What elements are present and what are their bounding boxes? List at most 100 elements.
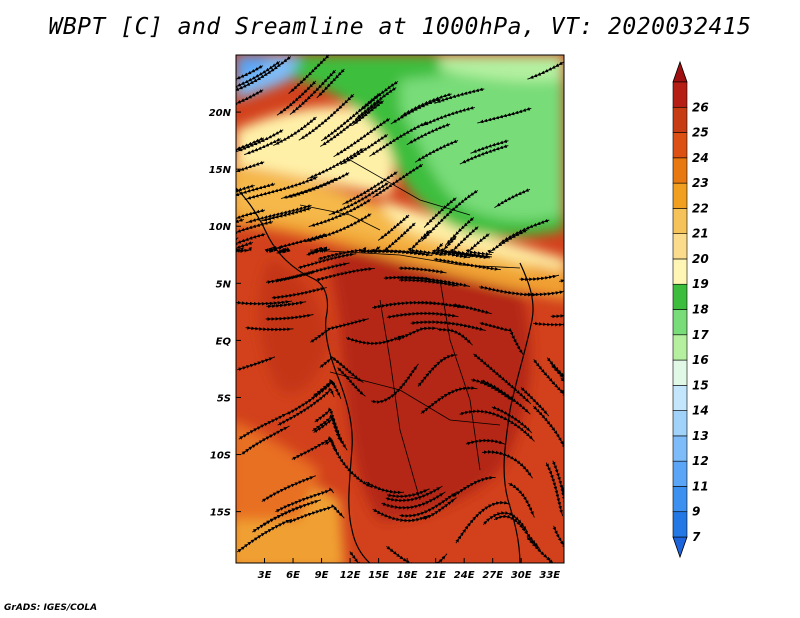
streamline [371,363,419,404]
colorbar-swatch [672,309,688,336]
streamline [398,266,447,274]
streamline [422,497,457,521]
colorbar-label: 25 [692,126,709,140]
streamline [559,266,564,283]
colorbar-swatch [672,435,688,462]
lon-tick-label: 21E [425,570,446,581]
lon-tick-label: 30E [511,570,532,581]
streamline [309,247,324,255]
colorbar-swatch [672,81,688,108]
streamline [560,485,564,547]
colorbar-label: 11 [692,479,709,493]
streamline [236,89,264,108]
footer-credit: GrADS: IGES/COLA [4,603,98,613]
colorbar-swatch [672,132,688,159]
streamline [527,61,564,80]
streamline [237,356,276,371]
colorbar-label: 12 [692,454,709,468]
streamline [265,270,317,284]
streamline [236,182,276,201]
lat-tick-label: 15N [209,165,232,176]
lon-tick-label: 24E [454,570,475,581]
colorbar-swatch [672,258,688,285]
streamline [508,482,535,518]
chart-title: WBPT [C] and Sreamline at 1000hPa, VT: 2… [48,14,752,40]
colorbar-label: 18 [692,303,709,317]
colorbar-label: 16 [692,353,709,367]
colorbar-swatch [672,511,688,538]
streamline [386,311,459,319]
streamline [414,139,459,163]
streamline [459,144,509,165]
colorbar-swatch [672,385,688,411]
streamline [440,236,491,260]
colorbar-label: 14 [692,404,709,418]
streamline [260,206,312,222]
streamline [236,129,284,153]
streamline [377,214,410,241]
colorbar-swatch [672,182,688,209]
colorbar-swatch [672,486,688,513]
streamline [417,353,458,387]
streamline [444,217,475,246]
lat-tick-label: 5N [216,279,232,290]
streamline [550,310,564,319]
streamline [288,55,330,94]
streamline [264,245,283,253]
streamline [271,287,327,300]
streamline [275,487,335,513]
colorbar-swatch [672,106,688,133]
streamline [236,232,266,247]
colorbar-label: 13 [692,429,709,443]
streamline [340,133,389,166]
streamline [421,106,475,127]
lon-tick-label: 27E [482,570,503,581]
colorbar-swatch [672,208,688,234]
streamline [236,220,274,234]
colorbar-label: 22 [692,201,709,215]
lon-tick-label: 33E [539,570,560,581]
streamline [560,389,564,422]
streamline [399,278,459,287]
colorbar-label: 17 [692,328,709,342]
streamline [265,313,314,321]
streamline [236,160,265,177]
colorbar-label: 20 [692,252,709,266]
streamline [479,321,525,356]
streamline [381,491,446,510]
streamline [410,320,486,332]
streamline [420,386,478,414]
streamline [236,208,266,228]
streamline [316,68,345,99]
streamline [407,229,446,257]
streamline [520,387,550,417]
colorbar-swatch [672,359,688,386]
streamline [532,405,564,464]
streamline [365,481,405,495]
colorbar-min-arrow [672,536,688,559]
lon-tick-label: 12E [340,570,361,581]
streamlines [236,55,564,563]
colorbar-label: 26 [692,100,709,114]
streamline [487,229,528,254]
lat-tick-label: 20N [209,108,232,119]
colorbar-swatch [672,233,688,260]
colorbar-swatch [672,410,688,437]
colorbar-label: 9 [692,505,700,519]
streamline [477,107,532,124]
streamline [245,326,294,332]
streamline [482,450,533,479]
streamline [465,438,506,446]
colorbar-label: 7 [692,530,701,544]
streamline [236,236,239,254]
colorbar-label: 23 [692,176,709,190]
streamline [386,488,430,499]
longitude-axis: 3E 6E 9E 12E 15E 18E 21E 24E 27E 30E 33E [258,558,560,581]
colorbar-label: 21 [692,227,709,241]
streamline [236,61,281,93]
streamline [277,387,335,426]
streamline [320,92,381,142]
streamline [434,87,485,104]
streamline [386,545,448,563]
streamline [390,97,441,125]
